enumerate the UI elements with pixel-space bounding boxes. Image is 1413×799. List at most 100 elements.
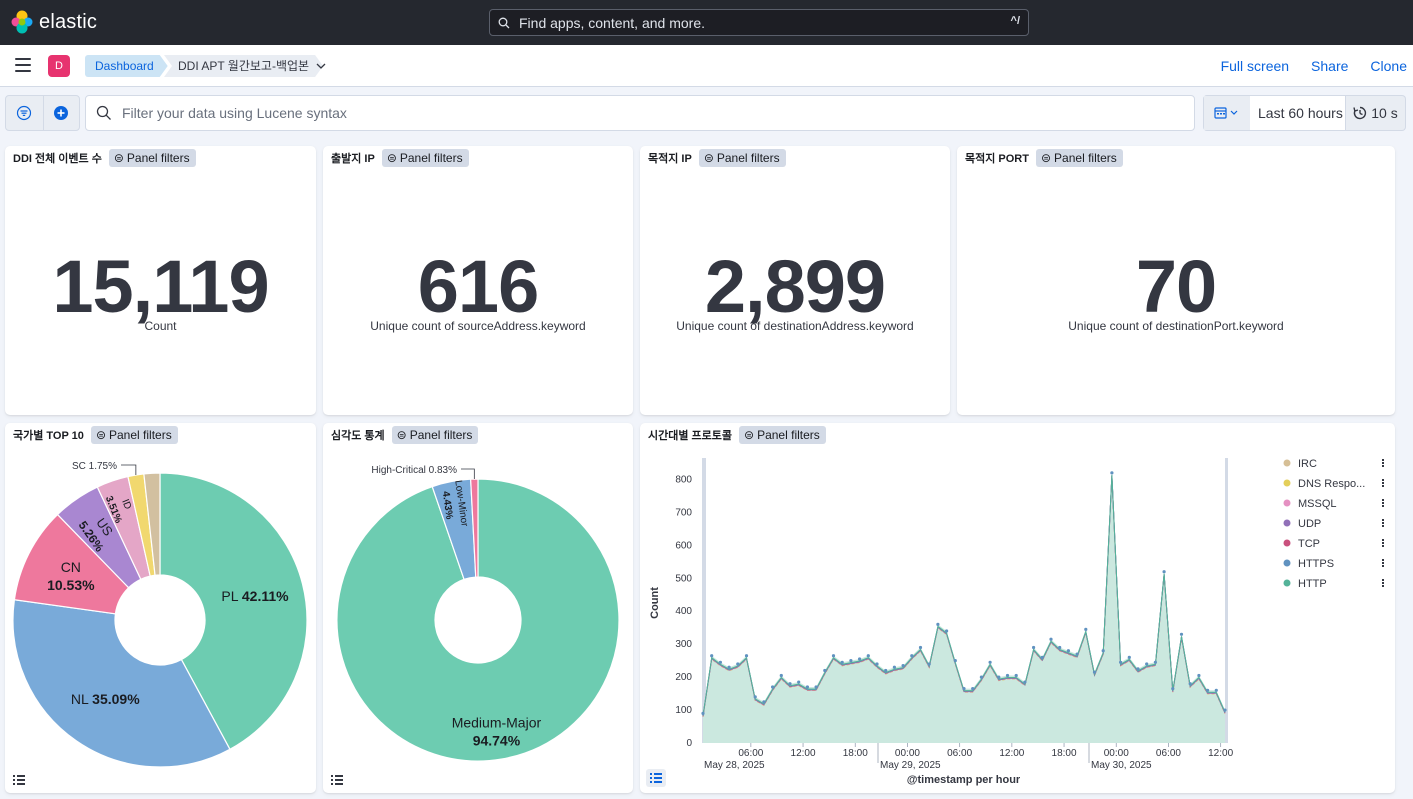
data-point[interactable] [1197, 673, 1201, 678]
data-point[interactable] [1110, 471, 1114, 475]
panel-filters-badge[interactable]: ⊜ Panel filters [90, 426, 178, 444]
data-point[interactable] [814, 685, 818, 689]
data-point[interactable] [866, 654, 870, 658]
data-point[interactable] [823, 668, 827, 673]
data-point[interactable] [1136, 667, 1140, 671]
legend-item-label[interactable]: HTTPS [1298, 558, 1334, 570]
data-point[interactable] [1214, 688, 1218, 692]
global-search-input[interactable]: Find apps, content, and more. ^/ [489, 9, 1029, 36]
data-point[interactable] [788, 682, 792, 686]
pie-slice-other[interactable] [143, 472, 161, 576]
legend-action-icon[interactable] [1382, 565, 1384, 567]
data-point[interactable] [849, 659, 853, 663]
legend-item-label[interactable]: MSSQL [1298, 498, 1337, 510]
data-point[interactable] [701, 711, 705, 715]
menu-icon[interactable] [15, 58, 31, 72]
data-point[interactable] [884, 668, 888, 673]
chevron-down-icon[interactable] [315, 60, 327, 72]
data-point[interactable] [718, 660, 722, 664]
elastic-logo[interactable]: elastic [11, 10, 97, 34]
data-point[interactable] [736, 662, 740, 666]
legend-action-icon[interactable] [1382, 582, 1384, 584]
data-point[interactable] [805, 685, 809, 689]
data-point[interactable] [1127, 655, 1131, 659]
filter-menu-button[interactable] [6, 96, 43, 130]
data-point[interactable] [1023, 680, 1027, 684]
legend-action-icon[interactable] [1382, 505, 1384, 507]
data-point[interactable] [910, 654, 914, 658]
query-input[interactable]: Filter your data using Lucene syntax [85, 95, 1195, 131]
clone-link[interactable]: Clone [1370, 58, 1407, 74]
legend-action-icon[interactable] [1382, 499, 1384, 501]
pie-slice-nl[interactable] [12, 599, 231, 768]
legend-action-icon[interactable] [1382, 522, 1384, 524]
legend-action-icon[interactable] [1382, 479, 1384, 481]
data-point[interactable] [1075, 652, 1079, 656]
legend-action-icon[interactable] [1382, 539, 1384, 541]
time-range-label[interactable]: Last 60 hours [1258, 105, 1343, 121]
data-point[interactable] [945, 629, 949, 633]
legend-item-label[interactable]: TCP [1298, 538, 1320, 550]
panel-filters-badge[interactable]: ⊜ Panel filters [381, 149, 469, 167]
data-point[interactable] [1084, 627, 1088, 631]
data-point[interactable] [1049, 637, 1053, 641]
data-point[interactable] [779, 673, 783, 678]
data-point[interactable] [840, 660, 844, 664]
space-avatar[interactable]: D [48, 55, 70, 77]
legend-action-icon[interactable] [1382, 545, 1384, 547]
data-point[interactable] [1162, 570, 1166, 574]
legend-action-icon[interactable] [1382, 462, 1384, 464]
legend-action-icon[interactable] [1382, 559, 1384, 561]
time-picker[interactable]: Last 60 hours [1203, 95, 1346, 131]
data-point[interactable] [988, 660, 992, 664]
legend-action-icon[interactable] [1382, 525, 1384, 527]
legend-action-icon[interactable] [1382, 459, 1384, 461]
legend-toggle-icon[interactable] [331, 775, 343, 785]
data-point[interactable] [962, 687, 966, 691]
data-point[interactable] [858, 657, 862, 661]
full-screen-link[interactable]: Full screen [1220, 58, 1290, 74]
legend-action-icon[interactable] [1382, 562, 1384, 564]
data-point[interactable] [1066, 649, 1070, 653]
panel-filters-badge[interactable]: ⊜ Panel filters [1035, 149, 1123, 167]
panel-filters-badge[interactable]: ⊜ Panel filters [698, 149, 786, 167]
calendar-button[interactable] [1204, 96, 1250, 130]
legend-action-icon[interactable] [1382, 465, 1384, 467]
breadcrumb-dashboard[interactable]: Dashboard [85, 55, 168, 77]
legend-action-icon[interactable] [1382, 519, 1384, 521]
data-point[interactable] [1223, 708, 1227, 712]
pie-slice-medium-major[interactable] [336, 478, 620, 762]
data-point[interactable] [797, 680, 801, 684]
data-point[interactable] [901, 663, 905, 668]
legend-item-label[interactable]: HTTP [1298, 578, 1327, 590]
data-point[interactable] [762, 700, 766, 704]
data-point[interactable] [953, 659, 957, 663]
panel-filters-badge[interactable]: ⊜ Panel filters [739, 426, 826, 444]
data-point[interactable] [1058, 645, 1062, 650]
data-point[interactable] [1032, 645, 1036, 650]
pie-slice-pl[interactable] [159, 472, 308, 751]
data-point[interactable] [971, 687, 975, 691]
pie-slice-high-critical[interactable] [470, 478, 479, 578]
data-point[interactable] [710, 654, 714, 658]
data-point[interactable] [997, 675, 1001, 679]
data-point[interactable] [892, 665, 896, 669]
data-point[interactable] [1206, 688, 1210, 692]
data-point[interactable] [744, 654, 749, 658]
panel-filters-badge[interactable]: ⊜ Panel filters [391, 426, 479, 444]
data-point[interactable] [1040, 655, 1044, 659]
data-point[interactable] [1014, 673, 1018, 678]
panel-filters-badge[interactable]: ⊜ Panel filters [108, 149, 196, 167]
data-point[interactable] [1092, 670, 1097, 674]
legend-action-icon[interactable] [1382, 579, 1384, 581]
legend-action-icon[interactable] [1382, 542, 1384, 544]
legend-action-icon[interactable] [1382, 585, 1384, 587]
data-point[interactable] [1179, 632, 1184, 636]
legend-item-label[interactable]: IRC [1298, 458, 1317, 470]
legend-toggle-icon[interactable] [13, 775, 25, 785]
data-point[interactable] [753, 695, 757, 699]
data-point[interactable] [771, 685, 775, 689]
legend-action-icon[interactable] [1382, 482, 1384, 484]
data-point[interactable] [1005, 673, 1010, 678]
data-point[interactable] [979, 675, 983, 679]
